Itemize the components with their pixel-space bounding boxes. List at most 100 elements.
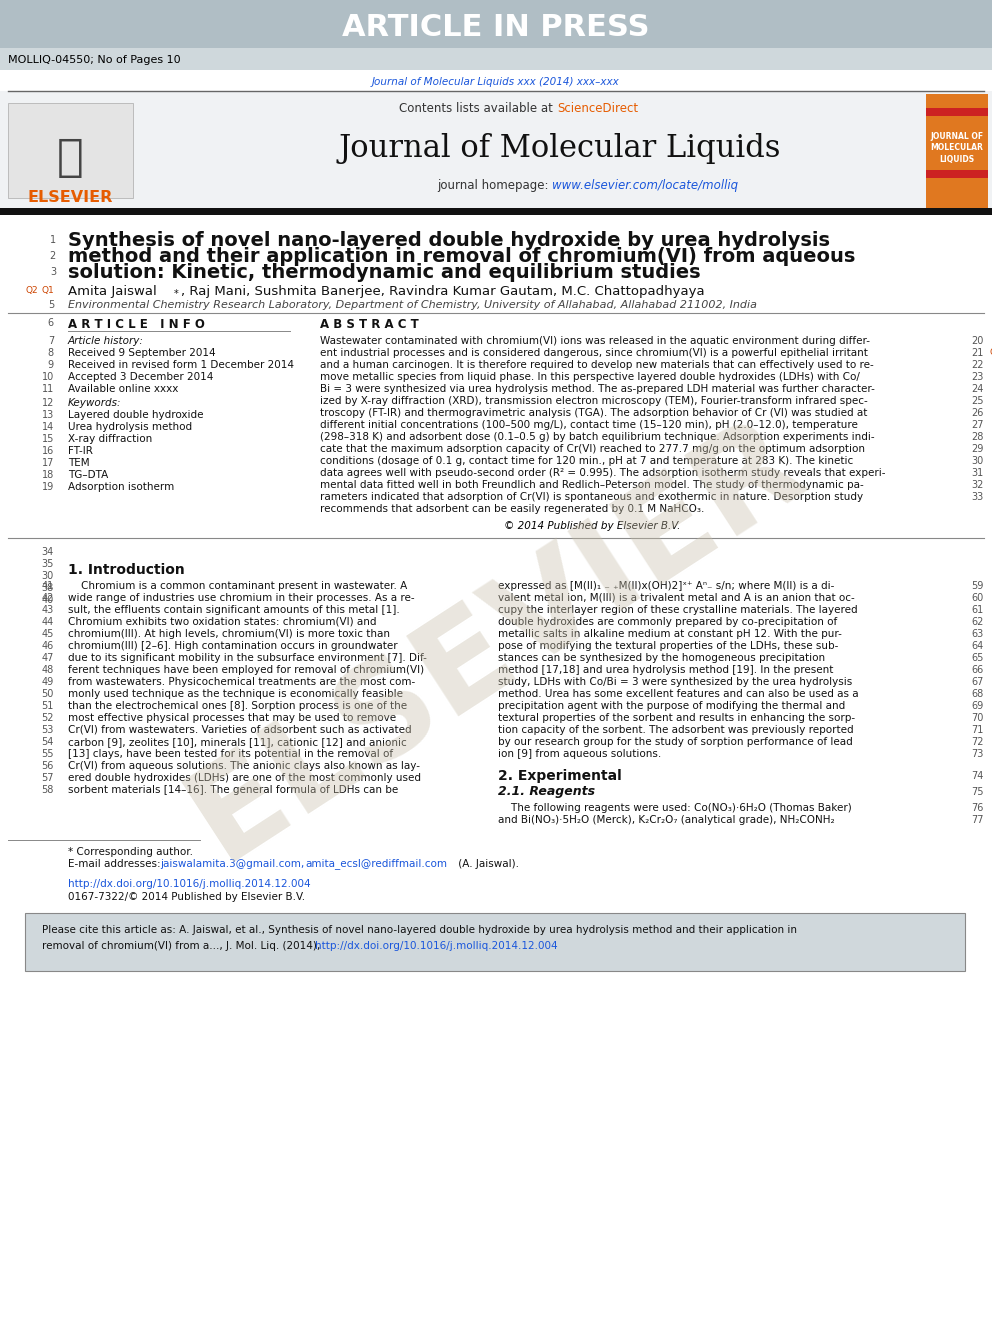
Text: stances can be synthesized by the homogeneous precipitation: stances can be synthesized by the homoge… <box>498 654 825 663</box>
Text: 32: 32 <box>971 480 984 490</box>
Text: jaiswalamita.3@gmail.com,: jaiswalamita.3@gmail.com, <box>160 859 305 869</box>
Text: and a human carcinogen. It is therefore required to develop new materials that c: and a human carcinogen. It is therefore … <box>320 360 874 370</box>
Text: Chromium is a common contaminant present in wastewater. A: Chromium is a common contaminant present… <box>68 581 408 591</box>
Text: method and their application in removal of chromium(VI) from aqueous: method and their application in removal … <box>68 246 855 266</box>
Text: 18: 18 <box>42 470 54 480</box>
Text: 50: 50 <box>42 689 54 699</box>
Text: Received in revised form 1 December 2014: Received in revised form 1 December 2014 <box>68 360 294 370</box>
Text: 1. Introduction: 1. Introduction <box>68 564 185 577</box>
Text: chromium(III). At high levels, chromium(VI) is more toxic than: chromium(III). At high levels, chromium(… <box>68 628 390 639</box>
Text: 11: 11 <box>42 384 54 394</box>
Text: pose of modifying the textural properties of the LDHs, these sub-: pose of modifying the textural propertie… <box>498 642 838 651</box>
Text: 🌲: 🌲 <box>57 136 83 180</box>
Text: journal homepage:: journal homepage: <box>436 180 552 193</box>
Text: move metallic species from liquid phase. In this perspective layered double hydr: move metallic species from liquid phase.… <box>320 372 860 382</box>
Text: monly used technique as the technique is economically feasible: monly used technique as the technique is… <box>68 689 403 699</box>
Text: 23: 23 <box>971 372 984 382</box>
Text: 44: 44 <box>42 617 54 627</box>
Text: from wastewaters. Physicochemical treatments are the most com-: from wastewaters. Physicochemical treatm… <box>68 677 416 687</box>
Text: ent industrial processes and is considered dangerous, since chromium(VI) is a po: ent industrial processes and is consider… <box>320 348 868 359</box>
Text: 75: 75 <box>971 787 984 796</box>
Text: 0167-7322/© 2014 Published by Elsevier B.V.: 0167-7322/© 2014 Published by Elsevier B… <box>68 892 306 902</box>
Text: Adsorption isotherm: Adsorption isotherm <box>68 482 175 492</box>
Text: textural properties of the sorbent and results in enhancing the sorp-: textural properties of the sorbent and r… <box>498 713 855 722</box>
Text: Q3: Q3 <box>990 348 992 357</box>
Text: TG–DTA: TG–DTA <box>68 470 108 480</box>
Text: Q2: Q2 <box>26 287 38 295</box>
Text: 49: 49 <box>42 677 54 687</box>
Text: 58: 58 <box>42 785 54 795</box>
Text: double hydroxides are commonly prepared by co-precipitation of: double hydroxides are commonly prepared … <box>498 617 837 627</box>
Text: The following reagents were used: Co(NO₃)·6H₂O (Thomas Baker): The following reagents were used: Co(NO₃… <box>498 803 852 814</box>
Text: Wastewater contaminated with chromium(VI) ions was released in the aquatic envir: Wastewater contaminated with chromium(VI… <box>320 336 870 347</box>
Text: wide range of industries use chromium in their processes. As a re-: wide range of industries use chromium in… <box>68 593 415 603</box>
Text: solution: Kinetic, thermodynamic and equilibrium studies: solution: Kinetic, thermodynamic and equ… <box>68 262 700 282</box>
Text: 8: 8 <box>48 348 54 359</box>
Text: Amita Jaiswal: Amita Jaiswal <box>68 284 157 298</box>
Text: ion [9] from aqueous solutions.: ion [9] from aqueous solutions. <box>498 749 662 759</box>
Text: Journal of Molecular Liquids xxx (2014) xxx–xxx: Journal of Molecular Liquids xxx (2014) … <box>372 77 620 87</box>
Text: expressed as [M(II)₁ ₋ ₊M(II)x(OH)2]ˣ⁺ Aⁿ₋ s/n; where M(II) is a di-: expressed as [M(II)₁ ₋ ₊M(II)x(OH)2]ˣ⁺ A… <box>498 581 834 591</box>
Text: sult, the effluents contain significant amounts of this metal [1].: sult, the effluents contain significant … <box>68 605 400 615</box>
Text: troscopy (FT-IR) and thermogravimetric analysis (TGA). The adsorption behavior o: troscopy (FT-IR) and thermogravimetric a… <box>320 407 867 418</box>
Text: 52: 52 <box>42 713 54 722</box>
Text: [13] clays, have been tested for its potential in the removal of: [13] clays, have been tested for its pot… <box>68 749 393 759</box>
Text: Urea hydrolysis method: Urea hydrolysis method <box>68 422 192 433</box>
Text: 35: 35 <box>42 560 54 569</box>
Text: 3: 3 <box>50 267 56 277</box>
Text: 65: 65 <box>971 654 984 663</box>
Text: conditions (dosage of 0.1 g, contact time for 120 min., pH at 7 and temperature : conditions (dosage of 0.1 g, contact tim… <box>320 456 853 466</box>
Text: E-mail addresses:: E-mail addresses: <box>68 859 164 869</box>
Text: 62: 62 <box>971 617 984 627</box>
Text: 29: 29 <box>971 445 984 454</box>
Text: http://dx.doi.org/10.1016/j.molliq.2014.12.004: http://dx.doi.org/10.1016/j.molliq.2014.… <box>315 941 558 951</box>
Text: carbon [9], zeolites [10], minerals [11], cationic [12] and anionic: carbon [9], zeolites [10], minerals [11]… <box>68 737 407 747</box>
Text: amita_ecsl@rediffmail.com: amita_ecsl@rediffmail.com <box>305 859 447 869</box>
Text: Bi = 3 were synthesized via urea hydrolysis method. The as-prepared LDH material: Bi = 3 were synthesized via urea hydroly… <box>320 384 875 394</box>
Text: X-ray diffraction: X-ray diffraction <box>68 434 152 445</box>
Text: 51: 51 <box>42 701 54 710</box>
Text: 38: 38 <box>42 583 54 593</box>
Text: 59: 59 <box>971 581 984 591</box>
Text: 74: 74 <box>971 771 984 781</box>
Text: method [17,18] and urea hydrolysis method [19]. In the present: method [17,18] and urea hydrolysis metho… <box>498 665 833 675</box>
Text: 12: 12 <box>42 398 54 407</box>
Text: 71: 71 <box>971 725 984 736</box>
Text: 21: 21 <box>971 348 984 359</box>
Text: 69: 69 <box>972 701 984 710</box>
Text: most effective physical processes that may be used to remove: most effective physical processes that m… <box>68 713 396 722</box>
Text: 22: 22 <box>971 360 984 370</box>
Text: 2: 2 <box>50 251 56 261</box>
Text: by our research group for the study of sorption performance of lead: by our research group for the study of s… <box>498 737 853 747</box>
Text: 6: 6 <box>48 318 54 328</box>
Text: 77: 77 <box>971 815 984 826</box>
Text: 43: 43 <box>42 605 54 615</box>
Text: 60: 60 <box>972 593 984 603</box>
Text: www.elsevier.com/locate/molliq: www.elsevier.com/locate/molliq <box>552 180 738 193</box>
Text: 47: 47 <box>42 654 54 663</box>
Text: Layered double hydroxide: Layered double hydroxide <box>68 410 203 419</box>
Text: chromium(III) [2–6]. High contamination occurs in groundwater: chromium(III) [2–6]. High contamination … <box>68 642 398 651</box>
Text: rameters indicated that adsorption of Cr(VI) is spontaneous and exothermic in na: rameters indicated that adsorption of Cr… <box>320 492 863 501</box>
Text: FT-IR: FT-IR <box>68 446 93 456</box>
Text: removal of chromium(VI) from a..., J. Mol. Liq. (2014),: removal of chromium(VI) from a..., J. Mo… <box>42 941 323 951</box>
Text: Cr(VI) from wastewaters. Varieties of adsorbent such as activated: Cr(VI) from wastewaters. Varieties of ad… <box>68 725 412 736</box>
FancyBboxPatch shape <box>0 91 992 210</box>
Text: Article history:: Article history: <box>68 336 144 347</box>
Text: Received 9 September 2014: Received 9 September 2014 <box>68 348 215 359</box>
Text: 28: 28 <box>971 433 984 442</box>
Text: 57: 57 <box>42 773 54 783</box>
Text: ferent techniques have been employed for removal of chromium(VI): ferent techniques have been employed for… <box>68 665 425 675</box>
Text: ARTICLE IN PRESS: ARTICLE IN PRESS <box>342 13 650 42</box>
Text: http://dx.doi.org/10.1016/j.molliq.2014.12.004: http://dx.doi.org/10.1016/j.molliq.2014.… <box>68 878 310 889</box>
Text: 34: 34 <box>42 546 54 557</box>
Text: Available online xxxx: Available online xxxx <box>68 384 179 394</box>
Text: 72: 72 <box>971 737 984 747</box>
Text: 17: 17 <box>42 458 54 468</box>
Text: MOLLIQ-04550; No of Pages 10: MOLLIQ-04550; No of Pages 10 <box>8 56 181 65</box>
Text: * Corresponding author.: * Corresponding author. <box>68 847 193 857</box>
Text: 70: 70 <box>971 713 984 722</box>
Text: ELSEVIER: ELSEVIER <box>28 191 113 205</box>
FancyBboxPatch shape <box>0 0 992 48</box>
Text: 56: 56 <box>42 761 54 771</box>
